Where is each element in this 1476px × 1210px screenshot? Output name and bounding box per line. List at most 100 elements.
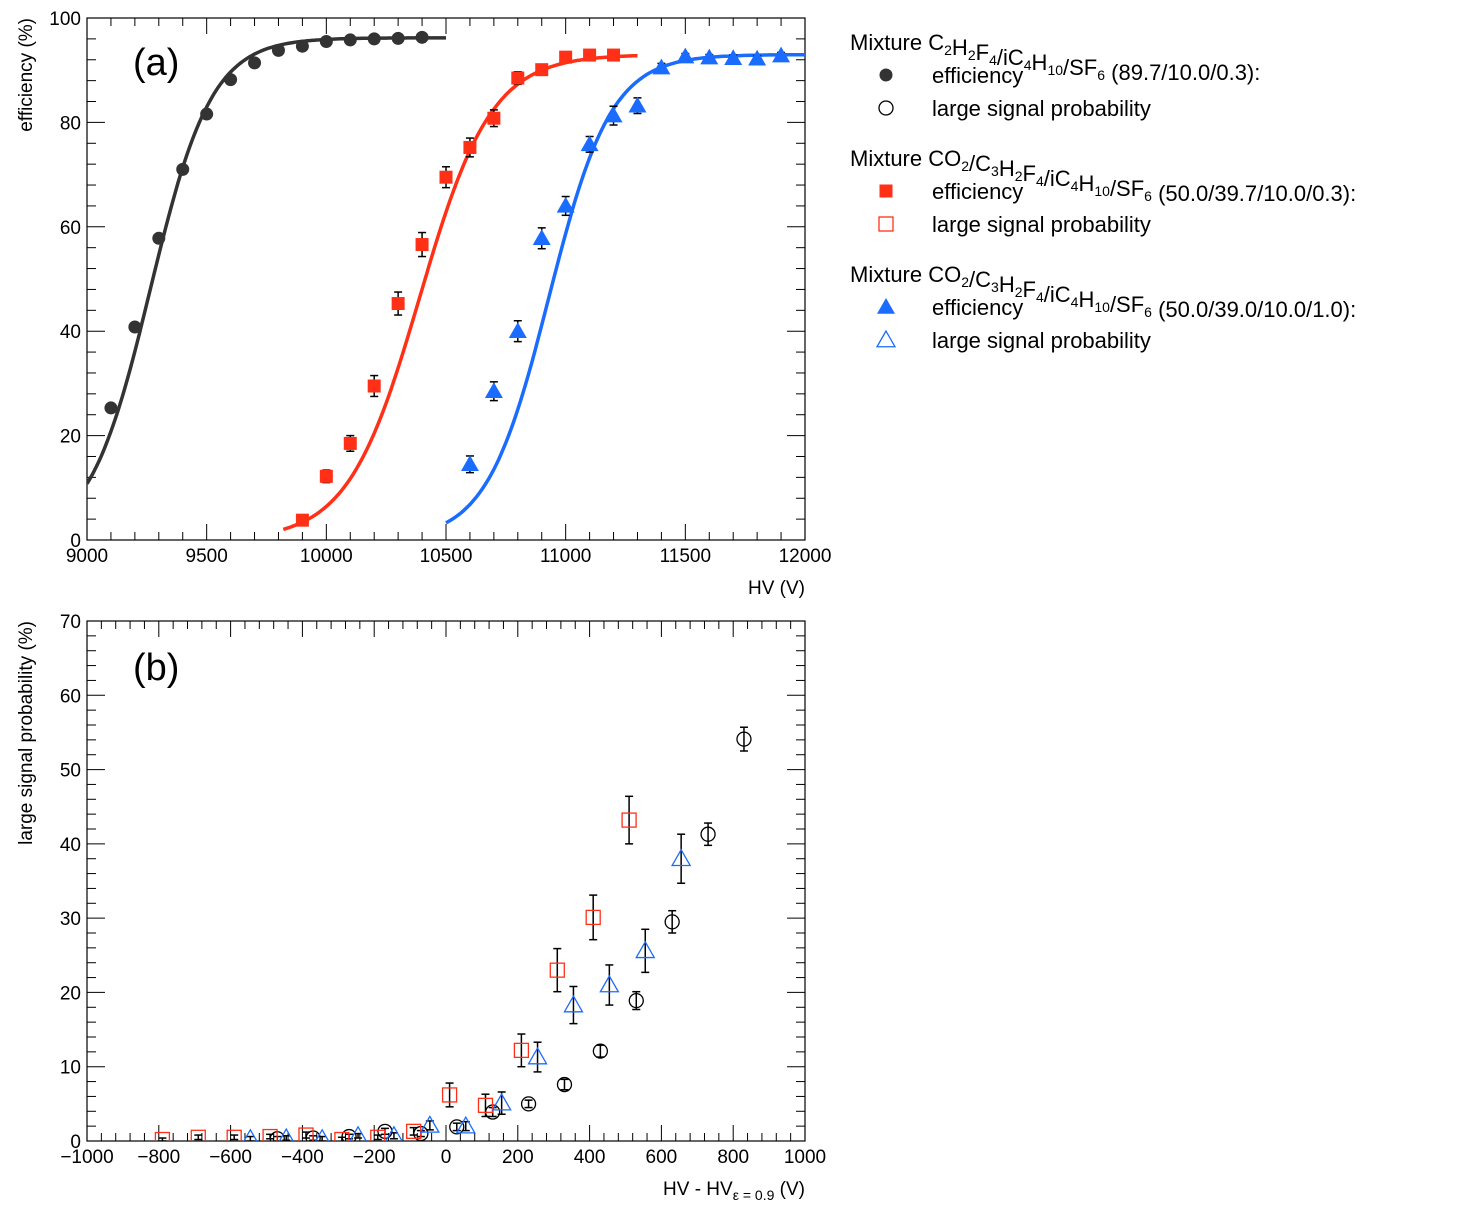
x-tick-label: −800 — [137, 1147, 180, 1168]
series-filled-triangle — [445, 46, 805, 525]
data-point — [772, 46, 791, 63]
series-open-square — [154, 795, 637, 1141]
y-tick-label: 50 — [60, 761, 81, 782]
data-point — [585, 909, 601, 926]
data-point — [532, 229, 551, 246]
data-point — [439, 170, 453, 184]
data-point — [262, 1128, 278, 1141]
x-tick-label: −600 — [209, 1147, 252, 1168]
data-point — [664, 914, 680, 930]
data-point — [460, 455, 479, 472]
data-point — [477, 1097, 494, 1113]
x-tick-label: 9000 — [66, 546, 108, 567]
data-point — [391, 31, 405, 45]
data-point — [676, 47, 695, 64]
data-point — [535, 63, 549, 77]
data-point — [441, 1087, 458, 1103]
x-tick-label: −200 — [353, 1147, 396, 1168]
data-point — [419, 1115, 440, 1133]
legend-entry-label: efficiency — [932, 63, 1023, 88]
data-point — [176, 162, 190, 176]
data-point — [484, 382, 503, 398]
data-point — [592, 1043, 609, 1059]
x-tick-label: 10500 — [420, 546, 473, 567]
fit-curve — [87, 36, 446, 485]
data-point — [415, 238, 429, 252]
data-point — [491, 1092, 512, 1111]
data-point — [226, 1129, 242, 1141]
x-tick-label: 12000 — [779, 546, 832, 567]
data-point — [415, 30, 429, 44]
legend-entry-label: large signal probability — [932, 328, 1151, 353]
legend-marker — [878, 216, 894, 232]
data-point — [243, 1128, 258, 1141]
y-tick-label: 40 — [60, 835, 81, 856]
data-point — [513, 1042, 530, 1059]
legend-marker — [875, 329, 897, 348]
x-tick-label: 400 — [574, 1147, 606, 1168]
data-point — [628, 96, 647, 113]
data-point — [556, 196, 575, 213]
plot-frame — [86, 620, 806, 1142]
y-tick-label: 70 — [60, 612, 81, 633]
data-point — [385, 1125, 403, 1141]
x-tick-label: 9500 — [186, 546, 228, 567]
data-point — [724, 49, 743, 65]
y-tick-label: 30 — [60, 909, 81, 930]
y-tick-label: 40 — [60, 322, 81, 343]
data-point — [487, 111, 501, 125]
legend-marker — [878, 100, 894, 116]
x-tick-label: 11000 — [540, 546, 591, 567]
data-point — [128, 320, 142, 334]
data-point — [463, 140, 477, 154]
data-point — [248, 56, 262, 70]
y-tick-label: 60 — [60, 218, 81, 239]
data-point — [343, 33, 357, 47]
data-point — [154, 1131, 171, 1141]
data-point — [563, 994, 584, 1013]
plot-frame — [86, 17, 806, 541]
y-tick-label: 0 — [70, 1132, 81, 1153]
legend-marker — [879, 184, 893, 198]
data-point — [583, 48, 597, 62]
data-point — [635, 940, 656, 959]
data-point — [200, 107, 214, 121]
data-point — [700, 826, 716, 842]
y-tick-label: 10 — [60, 1058, 81, 1079]
y-axis-title: large signal probability (%) — [16, 621, 37, 845]
x-tick-label: 10000 — [300, 546, 353, 567]
data-point — [559, 50, 573, 64]
x-tick-label: 11500 — [660, 546, 711, 567]
y-tick-label: 100 — [49, 9, 81, 30]
legend-entry-label: efficiency — [932, 179, 1023, 204]
data-point — [527, 1046, 548, 1065]
data-point — [104, 401, 118, 415]
y-axis-title: efficiency (%) — [16, 18, 37, 132]
x-tick-label: −1000 — [60, 1147, 113, 1168]
data-point — [271, 43, 285, 57]
data-point — [367, 379, 381, 393]
panel-a-efficiency: 9000 9500 10000 10500 11000 11500 12000 0 20 40 60… — [16, 9, 831, 599]
data-point — [652, 58, 671, 75]
x-tick-label: 800 — [717, 1147, 749, 1168]
data-point — [190, 1129, 206, 1141]
legend-group-title: Mixture CO2/C3H2F4/iC4H10/SF6 (50.0/39.7… — [850, 146, 1356, 206]
data-point — [319, 469, 333, 483]
fit-curve — [445, 52, 805, 525]
x-tick-label: 1000 — [784, 1147, 826, 1168]
fit-curve — [282, 53, 638, 532]
data-point — [334, 1131, 350, 1141]
x-axis-title: HV (V) — [748, 578, 805, 599]
series-open-circle — [269, 726, 752, 1141]
data-point — [628, 992, 644, 1009]
data-point — [671, 848, 692, 867]
data-point — [748, 49, 767, 66]
data-point — [278, 1127, 294, 1141]
y-tick-label: 0 — [70, 531, 81, 552]
x-tick-label: −400 — [281, 1147, 324, 1168]
data-point — [520, 1096, 537, 1112]
data-point — [511, 71, 525, 85]
y-tick-label: 80 — [60, 113, 81, 134]
x-tick-label: 200 — [502, 1147, 534, 1168]
